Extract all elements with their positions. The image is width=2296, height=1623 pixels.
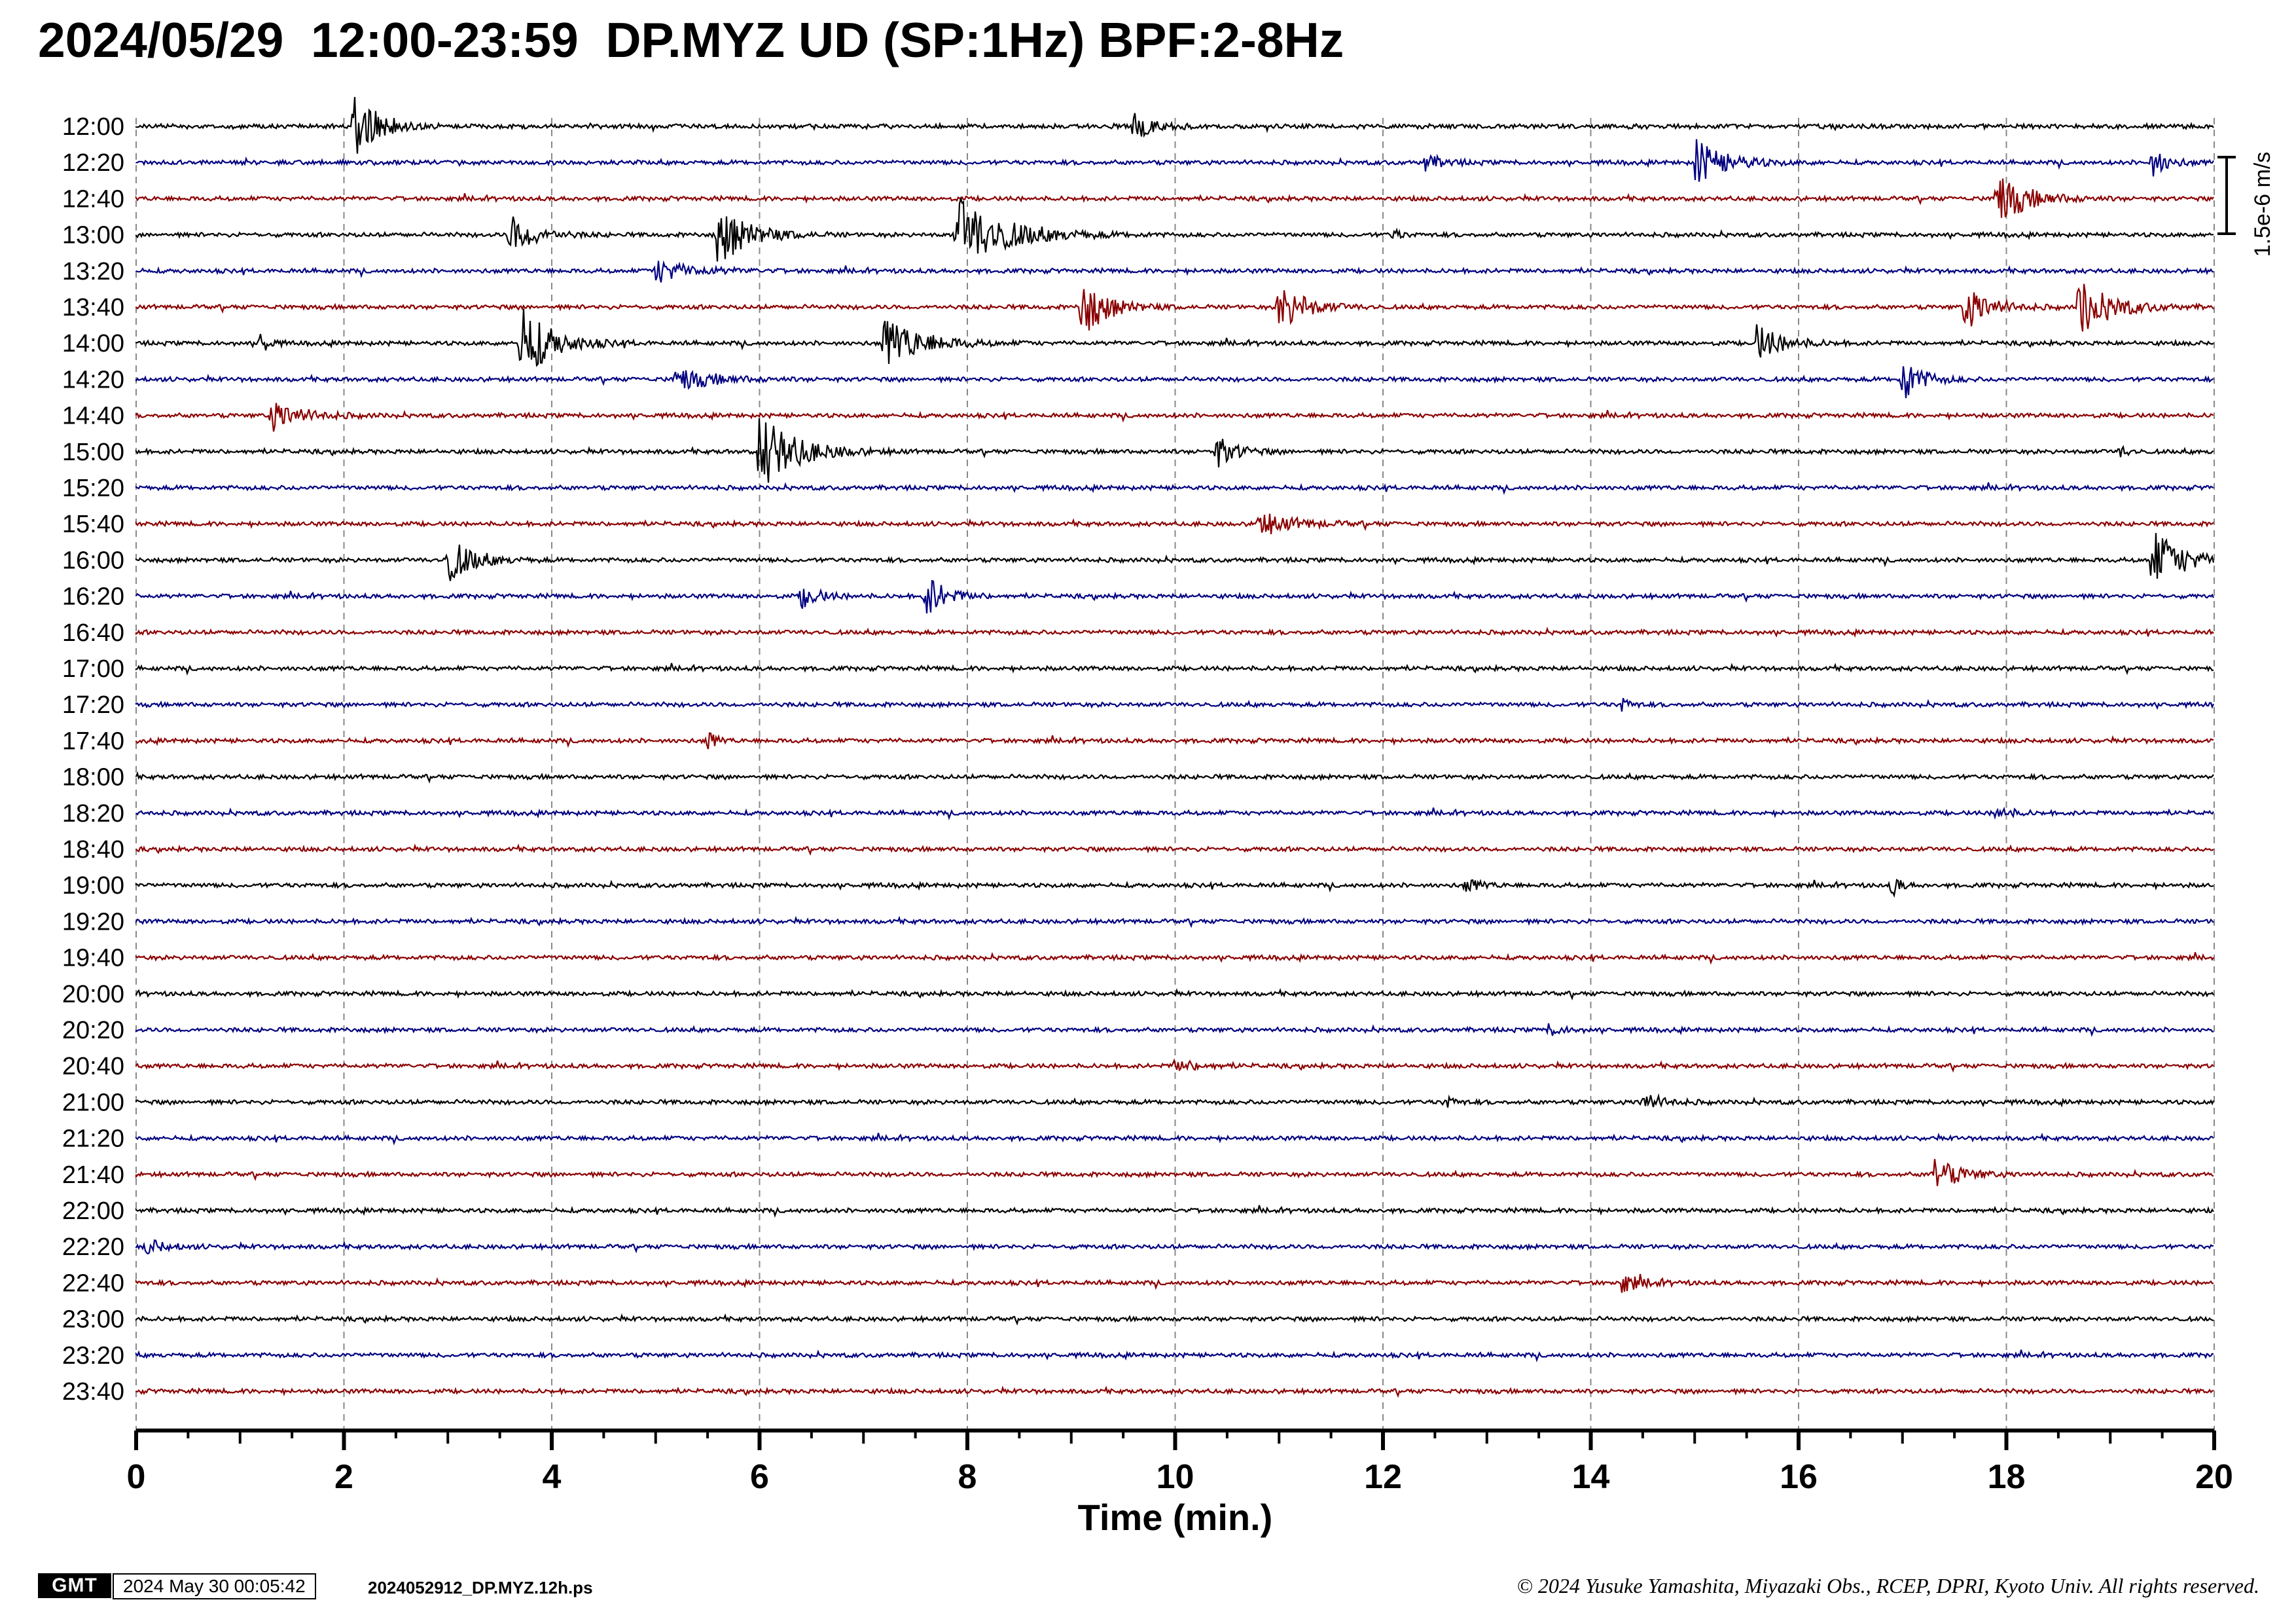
hour-label: 22:00 [62, 1197, 124, 1225]
hour-label: 22:20 [62, 1233, 124, 1261]
grid-lines [135, 118, 2215, 1431]
hour-label: 19:40 [62, 945, 124, 972]
hour-label: 21:40 [62, 1161, 124, 1189]
seismic-trace [135, 283, 2214, 332]
chart-title: 2024/05/29 12:00-23:59 DP.MYZ UD (SP:1Hz… [38, 12, 1344, 67]
hour-label: 20:40 [62, 1053, 124, 1080]
hour-label: 14:00 [62, 330, 124, 357]
x-axis-label: Time (min.) [1078, 1497, 1273, 1538]
seismic-trace [135, 1273, 2214, 1293]
hour-labels: 12:00 12:20 12:40 13:00 13:20 13:40 14:00 14:20… [62, 113, 124, 1406]
trace-group [135, 97, 2215, 1398]
hour-label: 13:00 [62, 222, 124, 249]
scale-bar: 1.5e-6 m/s [2217, 152, 2275, 257]
scale-bar-label: 1.5e-6 m/s [2250, 152, 2275, 257]
hour-label: 16:40 [62, 619, 124, 647]
x-tick-label: 12 [1364, 1458, 1402, 1496]
hour-label: 12:40 [62, 185, 124, 213]
seismic-trace [135, 915, 2214, 928]
seismic-trace [135, 1385, 2214, 1398]
hour-label: 12:20 [62, 149, 124, 177]
seismic-trace [135, 366, 2214, 399]
x-tick-label: 20 [2195, 1458, 2233, 1496]
hour-label: 23:40 [62, 1378, 124, 1406]
x-tick-label: 10 [1157, 1458, 1194, 1496]
x-axis: 0 2 4 6 8 10 12 14 16 18 20 Time (min.) [127, 1429, 2233, 1538]
footer-copyright: © 2024 Yusuke Yamashita, Miyazaki Obs., … [1516, 1574, 2260, 1597]
seismic-trace [135, 403, 2214, 432]
hour-label: 21:00 [62, 1089, 124, 1116]
x-tick-label: 8 [958, 1458, 977, 1496]
seismic-trace [135, 771, 2214, 784]
hour-label: 20:00 [62, 981, 124, 1008]
gmt-logo: GMT [38, 1573, 111, 1598]
seismic-trace [135, 1023, 2214, 1038]
hour-label: 18:20 [62, 800, 124, 828]
hour-label: 18:40 [62, 836, 124, 864]
hour-label: 21:20 [62, 1125, 124, 1153]
seismic-trace [135, 663, 2214, 676]
seismic-trace [135, 1313, 2214, 1326]
footer-timestamp: 2024 May 30 00:05:42 [113, 1573, 316, 1599]
seismic-trace [135, 732, 2214, 750]
seismic-trace [135, 1159, 2214, 1186]
seismic-trace [135, 482, 2214, 496]
seismic-trace [135, 1205, 2214, 1218]
seismic-trace [135, 418, 2214, 483]
footer-filename: 2024052912_DP.MYZ.12h.ps [368, 1578, 593, 1597]
hour-label: 15:00 [62, 439, 124, 466]
x-tick-label: 18 [1988, 1458, 2026, 1496]
hour-label: 14:40 [62, 403, 124, 430]
x-tick-label: 4 [543, 1458, 562, 1496]
hour-label: 13:20 [62, 258, 124, 285]
hour-label: 16:20 [62, 583, 124, 611]
seismic-trace [135, 139, 2214, 182]
seismic-trace [135, 196, 2214, 262]
x-tick-label: 2 [334, 1458, 353, 1496]
seismic-trace [135, 308, 2214, 367]
hour-label: 19:00 [62, 872, 124, 900]
hour-label: 16:00 [62, 547, 124, 574]
hour-label: 23:20 [62, 1342, 124, 1370]
seismic-trace [135, 1239, 2214, 1255]
hour-label: 15:40 [62, 511, 124, 538]
x-tick-label: 0 [127, 1458, 146, 1496]
hour-label: 22:40 [62, 1269, 124, 1297]
seismic-trace [135, 1349, 2214, 1362]
hour-label: 20:20 [62, 1017, 124, 1044]
seismic-trace [135, 807, 2214, 820]
seismic-trace [135, 879, 2214, 898]
seismic-trace [135, 579, 2215, 613]
seismic-trace [135, 97, 2214, 154]
hour-label: 23:00 [62, 1306, 124, 1334]
hour-label: 17:00 [62, 655, 124, 683]
seismic-trace [135, 843, 2214, 856]
seismic-trace [135, 627, 2214, 638]
x-tick-label: 16 [1780, 1458, 1818, 1496]
seismic-trace [135, 1058, 2214, 1073]
hour-label: 12:00 [62, 113, 124, 141]
x-tick-label: 14 [1572, 1458, 1610, 1496]
seismic-trace [135, 533, 2215, 581]
x-tick-label: 6 [750, 1458, 769, 1496]
hour-label: 14:20 [62, 366, 124, 393]
seismic-trace [135, 178, 2214, 218]
hour-label: 17:20 [62, 691, 124, 719]
hour-label: 17:40 [62, 727, 124, 755]
hour-label: 18:00 [62, 764, 124, 792]
seismic-trace [135, 1093, 2215, 1108]
seismic-trace [135, 260, 2214, 283]
hour-label: 19:20 [62, 908, 124, 936]
hour-label: 15:20 [62, 475, 124, 502]
seismic-trace [135, 698, 2215, 712]
seismic-trace [135, 988, 2214, 1000]
seismic-trace [135, 952, 2214, 965]
seismic-trace [135, 1132, 2214, 1146]
hour-label: 13:40 [62, 294, 124, 321]
seismic-trace [135, 513, 2214, 535]
